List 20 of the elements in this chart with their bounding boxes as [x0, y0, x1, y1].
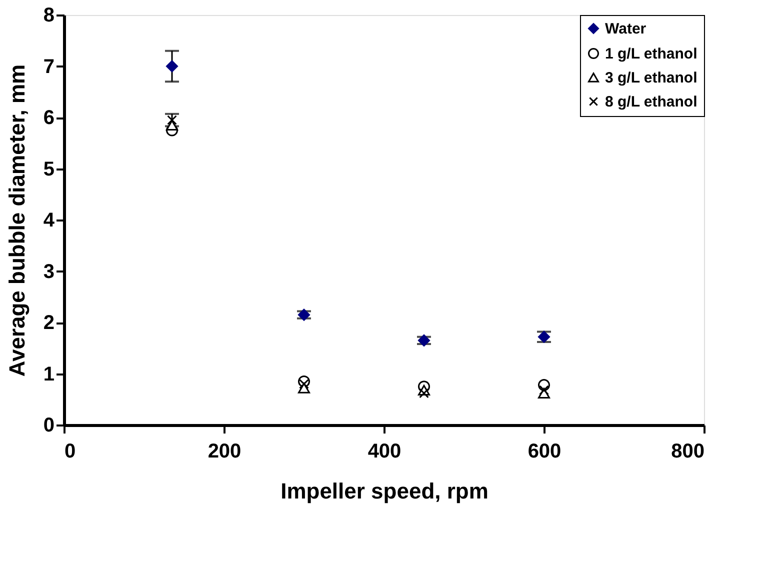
x-tick-label: 800: [671, 440, 704, 462]
legend-label: 1 g/L ethanol: [605, 46, 698, 62]
y-tick-label: 0: [43, 414, 54, 436]
y-tick-label: 7: [43, 56, 54, 78]
y-tick-label: 2: [43, 312, 54, 334]
x-tick-label: 0: [64, 440, 76, 462]
y-tick-label: 8: [43, 4, 54, 26]
x-tick-label: 600: [528, 440, 562, 462]
x-tick-label: 200: [208, 440, 242, 462]
y-tick-label: 4: [43, 210, 56, 232]
x-tick-label: 400: [368, 440, 402, 462]
legend-label: 8 g/L ethanol: [605, 94, 698, 110]
y-tick-label: 1: [43, 363, 54, 386]
y-tick-label: 3: [43, 260, 54, 283]
legend-label: 3 g/L ethanol: [605, 70, 698, 86]
legend-label: Water: [605, 20, 646, 38]
y-axis-title: Average bubble diameter, mm: [4, 64, 30, 377]
y-tick-label: 5: [43, 158, 54, 180]
y-tick-label: 6: [43, 107, 54, 129]
x-axis-title: Impeller speed, rpm: [280, 478, 488, 504]
